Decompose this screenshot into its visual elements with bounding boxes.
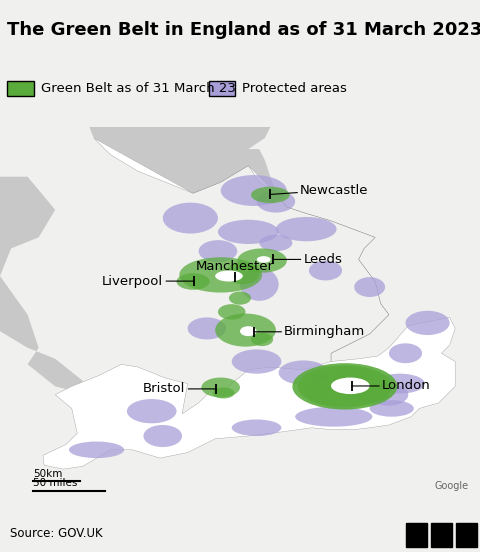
Ellipse shape: [215, 314, 276, 347]
Text: B: B: [412, 529, 420, 539]
Ellipse shape: [163, 203, 218, 233]
Text: Leeds: Leeds: [273, 253, 342, 266]
Text: 50 miles: 50 miles: [33, 479, 77, 489]
Ellipse shape: [144, 425, 182, 447]
Ellipse shape: [331, 378, 370, 394]
Text: Google: Google: [435, 481, 469, 491]
Ellipse shape: [251, 187, 289, 203]
Ellipse shape: [240, 326, 256, 336]
Ellipse shape: [406, 311, 450, 335]
Text: C: C: [462, 529, 470, 539]
Ellipse shape: [199, 240, 237, 262]
Ellipse shape: [306, 385, 334, 399]
Ellipse shape: [312, 371, 367, 391]
Ellipse shape: [370, 384, 408, 406]
Ellipse shape: [215, 270, 243, 282]
Ellipse shape: [298, 365, 392, 407]
Text: Protected areas: Protected areas: [242, 82, 347, 95]
Ellipse shape: [69, 442, 124, 458]
Text: Birmingham: Birmingham: [254, 325, 365, 338]
Ellipse shape: [389, 343, 422, 363]
FancyBboxPatch shape: [456, 523, 477, 547]
Text: Green Belt as of 31 March 23: Green Belt as of 31 March 23: [41, 82, 236, 95]
Ellipse shape: [356, 388, 389, 401]
Ellipse shape: [221, 175, 287, 206]
Text: Source: GOV.UK: Source: GOV.UK: [10, 527, 102, 540]
Text: B: B: [437, 529, 445, 539]
Ellipse shape: [218, 304, 245, 320]
Ellipse shape: [218, 220, 278, 244]
Ellipse shape: [292, 363, 397, 410]
Ellipse shape: [276, 217, 336, 241]
FancyBboxPatch shape: [7, 81, 34, 97]
FancyBboxPatch shape: [406, 523, 427, 547]
Polygon shape: [0, 177, 83, 392]
Ellipse shape: [370, 400, 414, 417]
Ellipse shape: [309, 261, 342, 280]
Ellipse shape: [259, 235, 292, 251]
Polygon shape: [43, 138, 455, 469]
Ellipse shape: [375, 374, 425, 394]
Ellipse shape: [334, 369, 372, 382]
Ellipse shape: [127, 399, 177, 423]
Ellipse shape: [278, 360, 328, 385]
Ellipse shape: [213, 388, 235, 399]
Ellipse shape: [257, 256, 271, 263]
Text: Newcastle: Newcastle: [270, 184, 369, 197]
Text: Liverpool: Liverpool: [102, 274, 193, 288]
Text: Bristol: Bristol: [143, 383, 216, 395]
Ellipse shape: [240, 268, 278, 301]
FancyBboxPatch shape: [431, 523, 452, 547]
Ellipse shape: [237, 248, 287, 273]
Ellipse shape: [251, 333, 273, 346]
Ellipse shape: [295, 407, 372, 427]
Text: Manchester: Manchester: [196, 260, 274, 277]
Ellipse shape: [232, 420, 281, 436]
FancyBboxPatch shape: [209, 81, 235, 97]
Text: The Green Belt in England as of 31 March 2023: The Green Belt in England as of 31 March…: [7, 21, 480, 39]
Text: London: London: [352, 379, 431, 392]
Text: 50km: 50km: [33, 469, 62, 479]
Ellipse shape: [354, 277, 385, 297]
Ellipse shape: [177, 273, 210, 290]
Ellipse shape: [202, 378, 240, 397]
Ellipse shape: [229, 291, 251, 305]
Ellipse shape: [256, 190, 295, 213]
Ellipse shape: [188, 317, 226, 339]
Polygon shape: [11, 0, 455, 469]
Ellipse shape: [232, 349, 281, 374]
Ellipse shape: [226, 262, 259, 284]
Ellipse shape: [180, 257, 262, 293]
